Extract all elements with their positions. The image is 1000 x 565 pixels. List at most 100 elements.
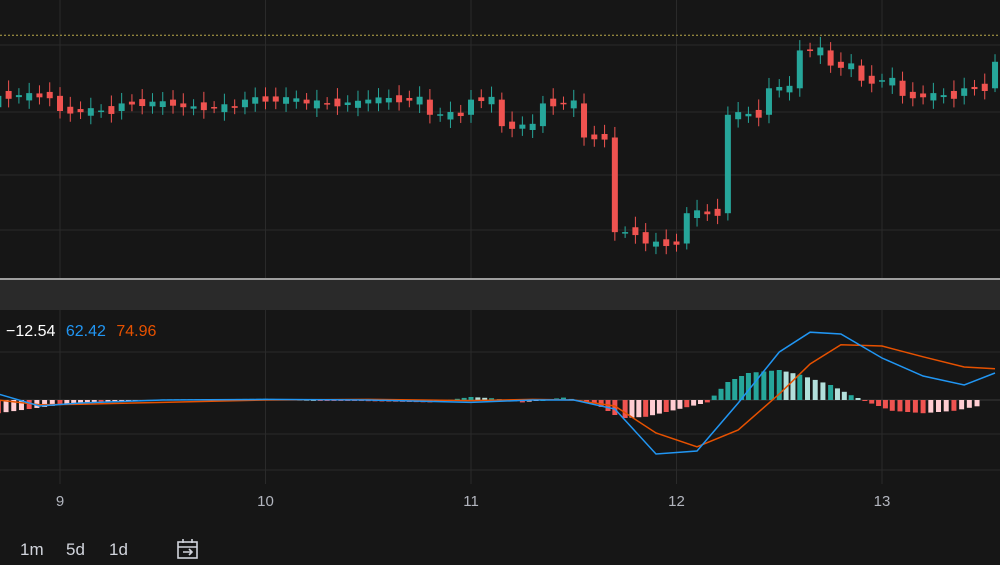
candle-body	[87, 108, 94, 116]
candle-body	[950, 90, 957, 99]
candle-body	[827, 50, 834, 66]
x-tick-label: 12	[668, 493, 685, 510]
candle-body	[252, 97, 259, 104]
candle-body	[98, 110, 105, 113]
macd-hist-bar	[711, 395, 717, 400]
macd-hist-bar	[663, 400, 669, 412]
candle-body	[385, 97, 392, 103]
candle-body	[930, 93, 937, 101]
macd-hist-bar	[684, 400, 690, 408]
candle-body	[406, 98, 413, 101]
macd-hist-bar	[783, 371, 789, 400]
macd-hist-bar	[959, 400, 965, 410]
macd-hist-bar	[761, 371, 767, 400]
candle-body	[354, 100, 361, 108]
candle-body	[262, 96, 269, 102]
candle-body	[786, 85, 793, 93]
macd-hist-bar	[739, 376, 745, 400]
candle-body	[488, 96, 495, 105]
candle-body	[642, 232, 649, 244]
macd-hist-bar	[862, 400, 868, 401]
candle-body	[46, 91, 53, 99]
timeframe-1d[interactable]: 1d	[109, 540, 128, 559]
candle-body	[416, 96, 423, 105]
candle-body	[478, 97, 485, 102]
macd-hist-bar	[91, 400, 97, 403]
chart-canvas[interactable]	[0, 0, 1000, 535]
macd-hist-bar	[519, 400, 525, 403]
candle-body	[735, 112, 742, 120]
candle-body	[283, 97, 290, 104]
candle-body	[437, 114, 444, 116]
candle-body	[0, 95, 2, 108]
macd-hist-bar	[732, 379, 738, 400]
macd-hist-bar	[951, 400, 957, 411]
candle-body	[704, 211, 711, 215]
candle-body	[67, 106, 74, 114]
candle-body	[673, 241, 680, 245]
candle-body	[909, 91, 916, 99]
timeframe-1m[interactable]: 1m	[20, 540, 44, 559]
macd-hist-bar	[317, 400, 323, 401]
macd-signal-line	[0, 344, 996, 448]
macd-hist-bar	[112, 400, 118, 402]
candle-body	[303, 99, 310, 104]
candle-body	[324, 103, 331, 105]
macd-hist-bar	[105, 400, 111, 402]
timeframe-5d[interactable]: 5d	[66, 540, 85, 559]
candle-body	[108, 106, 115, 114]
macd-hist-bar	[26, 400, 32, 409]
macd-hist-bar	[475, 397, 481, 400]
macd-hist-bar	[489, 398, 495, 400]
candle-body	[981, 83, 988, 92]
macd-hist-bar	[0, 400, 1, 414]
candle-body	[622, 232, 629, 234]
macd-hist-bar	[928, 400, 934, 413]
candle-body	[550, 98, 557, 107]
candle-body	[529, 123, 536, 130]
candle-body	[817, 47, 824, 56]
candle-body	[992, 61, 999, 89]
macd-hist-bar	[84, 400, 90, 403]
candle-body	[498, 99, 505, 127]
candle-body	[170, 99, 177, 106]
candle-body	[539, 103, 546, 127]
candle-body	[149, 101, 156, 107]
candle-body	[560, 102, 567, 105]
macd-hist-bar	[49, 400, 55, 406]
candle-body	[77, 109, 84, 113]
candle-body	[396, 95, 403, 103]
candle-body	[776, 86, 783, 91]
macd-hist-bar	[920, 400, 926, 414]
candle-body	[426, 99, 433, 115]
candle-body	[190, 106, 197, 109]
macd-hist-bar	[797, 374, 803, 400]
macd-hist-bar	[855, 398, 861, 400]
macd-hist-bar	[745, 373, 751, 400]
pane-separator	[0, 278, 1000, 310]
calendar-arrow-icon[interactable]	[176, 538, 200, 560]
macd-hist-bar	[753, 372, 759, 400]
macd-hist-bar	[636, 400, 642, 418]
macd-legend: −12.54 62.42 74.96	[6, 323, 162, 341]
macd-hist-bar	[841, 391, 847, 400]
macd-hist-bar	[725, 382, 731, 400]
macd-hist-bar	[42, 400, 48, 407]
macd-hist-bar	[828, 385, 834, 400]
macd-hist-bar	[974, 400, 980, 407]
macd-hist-bar	[834, 388, 840, 400]
macd-hist-bar	[869, 400, 875, 404]
candle-body	[868, 75, 875, 84]
candle-body	[313, 100, 320, 109]
candle-body	[375, 97, 382, 104]
candle-body	[694, 210, 701, 219]
macd-hist-bar	[790, 373, 796, 400]
macd-hist-bar	[78, 400, 84, 404]
candle-body	[221, 104, 228, 113]
macd-hist-bar	[876, 400, 882, 406]
macd-hist-bar	[591, 400, 597, 403]
macd-hist-bar	[64, 400, 70, 405]
macd-hist-value: −12.54	[6, 323, 56, 340]
macd-hist-bar	[57, 400, 63, 405]
